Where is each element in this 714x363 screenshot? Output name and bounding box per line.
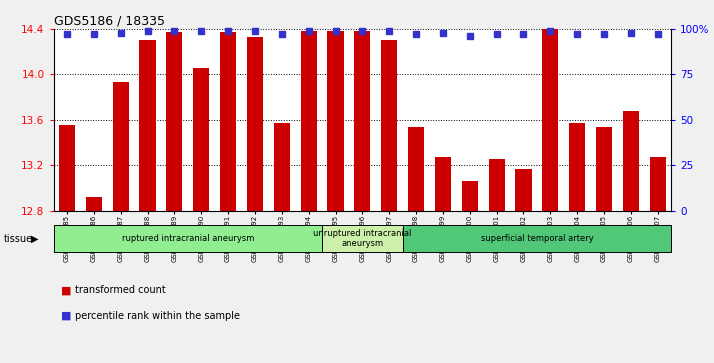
Text: unruptured intracranial
aneurysm: unruptured intracranial aneurysm [313, 229, 411, 248]
Bar [623, 111, 639, 211]
Bar [273, 123, 290, 211]
Bar [301, 31, 317, 211]
Bar [193, 68, 209, 211]
Text: superficial temporal artery: superficial temporal artery [481, 234, 593, 243]
Bar [220, 32, 236, 211]
Bar [542, 29, 558, 211]
Text: ■: ■ [61, 311, 71, 321]
Text: ▶: ▶ [31, 234, 39, 244]
Text: percentile rank within the sample: percentile rank within the sample [75, 311, 240, 321]
Bar [381, 40, 397, 211]
Bar [247, 37, 263, 211]
Text: GDS5186 / 18335: GDS5186 / 18335 [54, 15, 164, 28]
Bar [435, 157, 451, 211]
Bar [516, 168, 531, 211]
Bar [408, 127, 424, 211]
Text: tissue: tissue [4, 234, 33, 244]
Bar [488, 159, 505, 211]
Text: transformed count: transformed count [75, 285, 166, 295]
Bar [462, 181, 478, 211]
Bar [354, 31, 371, 211]
Bar [59, 126, 75, 211]
Bar [328, 31, 343, 211]
Bar [54, 225, 322, 252]
Bar [139, 40, 156, 211]
Bar [596, 127, 612, 211]
Bar [569, 123, 585, 211]
Text: ■: ■ [61, 285, 71, 295]
Bar [403, 225, 671, 252]
Bar [166, 32, 183, 211]
Text: ruptured intracranial aneurysm: ruptured intracranial aneurysm [121, 234, 254, 243]
Bar [650, 157, 665, 211]
Bar [113, 82, 129, 211]
Bar [86, 197, 102, 211]
Bar [322, 225, 403, 252]
